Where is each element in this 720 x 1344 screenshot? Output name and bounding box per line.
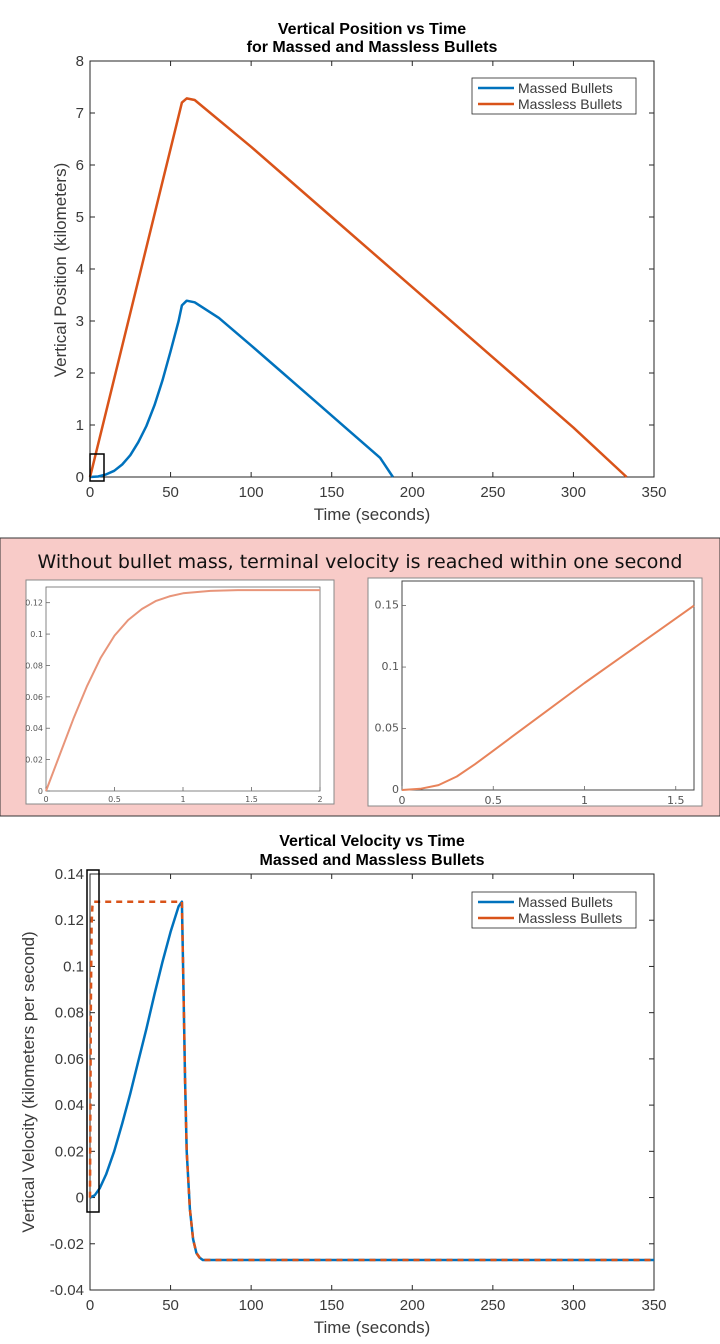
inset-right-plot-area [401, 580, 695, 791]
position-chart: Vertical Position vs Time for Massed and… [51, 21, 667, 524]
velocity-x-tick-label: 50 [162, 1297, 179, 1314]
position-y-tick-label: 3 [76, 313, 84, 330]
position-x-tick-label: 50 [162, 484, 179, 501]
position-x-ticks: 0 50 100 150 200 250 300 350 [86, 61, 667, 501]
velocity-legend-massed: Massed Bullets [518, 894, 613, 910]
velocity-chart-title: Vertical Velocity vs Time [279, 833, 465, 850]
velocity-y-tick-label: 0.1 [63, 958, 84, 975]
velocity-plot-area [89, 873, 655, 1291]
position-series [88, 97, 628, 479]
inset-right-x-tick-label: 1.5 [667, 794, 685, 807]
velocity-x-ticks: 0 50 100 150 200 250 300 350 [86, 874, 667, 1314]
inset-left-series [45, 589, 320, 792]
velocity-y-tick-label: 0.04 [55, 1097, 84, 1114]
position-plot-area [89, 60, 655, 478]
position-line-massless [88, 97, 628, 478]
velocity-y-tick-label: 0.12 [55, 912, 84, 929]
velocity-chart-subtitle: Massed and Massless Bullets [260, 852, 485, 869]
velocity-x-axis-label: Time (seconds) [314, 1318, 431, 1337]
position-legend-massed: Massed Bullets [518, 80, 613, 96]
position-y-tick-label: 1 [76, 417, 84, 434]
velocity-y-tick-label: -0.02 [50, 1236, 84, 1253]
position-x-tick-label: 0 [86, 484, 94, 501]
inset-left-curve [45, 589, 320, 792]
banner-caption: Without bullet mass, terminal velocity i… [38, 551, 683, 573]
velocity-x-tick-label: 0 [86, 1297, 94, 1314]
position-x-tick-label: 350 [641, 484, 666, 501]
inset-right-series [401, 604, 695, 791]
velocity-x-tick-label: 250 [480, 1297, 505, 1314]
velocity-y-tick-label: 0.02 [55, 1143, 84, 1160]
inset-right-y-tick-label: 0 [392, 783, 399, 796]
position-y-tick-label: 6 [76, 157, 84, 174]
inset-left-x-tick-label: 0.5 [108, 795, 121, 804]
velocity-legend: Massed Bullets Massless Bullets [471, 891, 637, 929]
inset-left-y-tick-label: 0.1 [30, 630, 43, 639]
position-chart-subtitle: for Massed and Massless Bullets [247, 39, 498, 56]
position-x-tick-label: 300 [561, 484, 586, 501]
velocity-y-tick-label: 0 [76, 1190, 84, 1207]
inset-left-x-tick-label: 1 [180, 795, 185, 804]
velocity-series [88, 900, 654, 1262]
velocity-x-tick-label: 300 [561, 1297, 586, 1314]
inset-right-curve [401, 604, 695, 791]
velocity-highlight-box [86, 869, 100, 1213]
inset-left-x-tick-label: 1.5 [245, 795, 258, 804]
inset-left-y-tick-label: 0.06 [25, 693, 43, 702]
insets-banner: Without bullet mass, terminal velocity i… [0, 537, 720, 817]
velocity-x-tick-label: 200 [400, 1297, 425, 1314]
position-legend-massless: Massless Bullets [518, 96, 622, 112]
velocity-legend-box [471, 891, 637, 929]
velocity-x-tick-label: 350 [641, 1297, 666, 1314]
inset-left-x-tick-label: 0 [43, 795, 48, 804]
inset-left-y-tick-label: 0 [38, 787, 43, 796]
position-y-tick-label: 4 [76, 261, 84, 278]
inset-left-x-tick-label: 2 [317, 795, 322, 804]
position-x-tick-label: 250 [480, 484, 505, 501]
velocity-y-tick-label: 0.06 [55, 1051, 84, 1068]
position-legend: Massed Bullets Massless Bullets [471, 77, 637, 115]
velocity-line-massless [88, 900, 654, 1262]
position-y-tick-label: 8 [76, 53, 84, 70]
position-y-tick-label: 7 [76, 105, 84, 122]
position-legend-box [471, 77, 637, 115]
position-x-axis-label: Time (seconds) [314, 505, 431, 524]
inset-right-ticks: 0 0.05 0.1 0.15 0 0.5 1 1.5 [375, 599, 685, 807]
inset-left-y-tick-label: 0.02 [25, 756, 43, 765]
velocity-y-tick-label: 0.14 [55, 866, 84, 883]
position-y-tick-label: 2 [76, 365, 84, 382]
inset-right-x-tick-label: 0 [399, 794, 406, 807]
position-chart-title: Vertical Position vs Time [278, 21, 466, 38]
inset-right-y-tick-label: 0.15 [375, 599, 400, 612]
velocity-y-tick-label: 0.08 [55, 1005, 84, 1022]
velocity-legend-massless: Massless Bullets [518, 910, 622, 926]
position-y-ticks: 0 1 2 3 4 5 6 7 8 [76, 53, 654, 486]
velocity-y-axis-label: Vertical Velocity (kilometers per second… [19, 931, 38, 1232]
inset-right-x-tick-label: 1 [581, 794, 588, 807]
position-y-tick-label: 0 [76, 469, 84, 486]
velocity-chart: Vertical Velocity vs Time Massed and Mas… [19, 833, 667, 1337]
position-y-axis-label: Vertical Position (kilometers) [51, 163, 70, 377]
inset-left-y-tick-label: 0.12 [25, 599, 43, 608]
inset-left-ticks: 0 0.02 0.04 0.06 0.08 0.1 0.12 0 0.5 1 1.5 2 [25, 599, 322, 804]
velocity-x-tick-label: 150 [319, 1297, 344, 1314]
position-line-massed [89, 299, 394, 479]
position-y-tick-label: 5 [76, 209, 84, 226]
inset-right-y-tick-label: 0.05 [375, 722, 400, 735]
position-highlight-box [89, 453, 105, 482]
inset-left-y-tick-label: 0.08 [25, 661, 43, 670]
velocity-x-tick-label: 100 [239, 1297, 264, 1314]
inset-left-y-tick-label: 0.04 [25, 724, 43, 733]
inset-right-y-tick-label: 0.1 [382, 660, 400, 673]
position-x-tick-label: 100 [239, 484, 264, 501]
velocity-y-tick-label: -0.04 [50, 1282, 84, 1299]
inset-right-x-tick-label: 0.5 [485, 794, 503, 807]
inset-left-plot-area [45, 586, 321, 792]
position-x-tick-label: 150 [319, 484, 344, 501]
position-x-tick-label: 200 [400, 484, 425, 501]
